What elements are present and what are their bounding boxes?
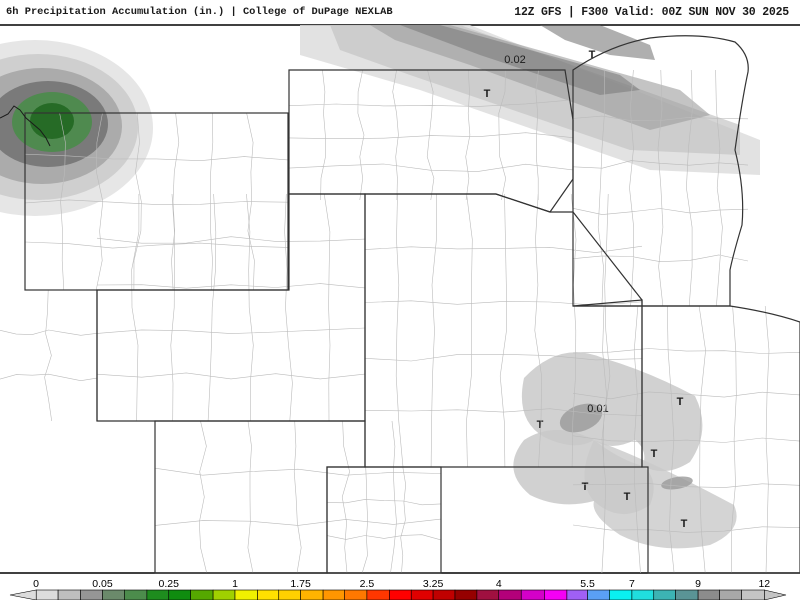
svg-text:1.75: 1.75 bbox=[290, 578, 311, 590]
svg-text:3.25: 3.25 bbox=[423, 578, 444, 590]
svg-text:T: T bbox=[681, 518, 688, 530]
svg-text:12: 12 bbox=[758, 578, 770, 590]
svg-text:1: 1 bbox=[232, 578, 238, 590]
svg-text:5.5: 5.5 bbox=[580, 578, 595, 590]
svg-text:0.25: 0.25 bbox=[159, 578, 180, 590]
svg-text:2.5: 2.5 bbox=[360, 578, 375, 590]
svg-text:4: 4 bbox=[496, 578, 502, 590]
svg-text:0.02: 0.02 bbox=[504, 54, 525, 66]
svg-text:0.05: 0.05 bbox=[92, 578, 113, 590]
svg-text:T: T bbox=[537, 419, 544, 431]
svg-text:7: 7 bbox=[629, 578, 635, 590]
svg-text:T: T bbox=[651, 448, 658, 460]
svg-text:T: T bbox=[677, 396, 684, 408]
svg-text:0: 0 bbox=[33, 578, 39, 590]
svg-text:9: 9 bbox=[695, 578, 701, 590]
svg-text:T: T bbox=[624, 491, 631, 503]
svg-text:T: T bbox=[582, 481, 589, 493]
svg-text:T: T bbox=[484, 88, 491, 100]
